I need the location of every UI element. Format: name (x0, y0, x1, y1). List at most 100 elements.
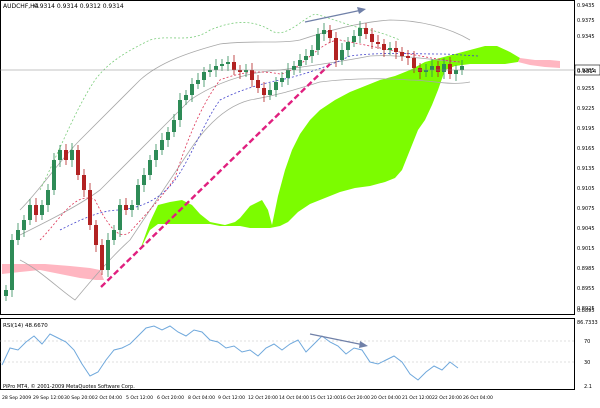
candle-body[interactable] (424, 70, 428, 72)
divergence-arrow-price[interactable] (304, 7, 366, 23)
candle-body[interactable] (16, 230, 20, 240)
candle-body[interactable] (208, 70, 212, 72)
price-label: 0.9255 (577, 86, 595, 92)
candle-body[interactable] (214, 66, 218, 70)
candle-body[interactable] (256, 80, 260, 88)
candle-body[interactable] (406, 56, 410, 58)
candle-body[interactable] (52, 160, 56, 190)
candle-body[interactable] (28, 205, 32, 220)
candle-body[interactable] (64, 150, 68, 160)
candle-body[interactable] (154, 150, 158, 160)
candle-body[interactable] (160, 140, 164, 150)
candle-body[interactable] (328, 30, 332, 38)
current-price-tag: 0.9314 (577, 69, 597, 75)
candle-body[interactable] (130, 205, 134, 210)
candle-body[interactable] (88, 190, 92, 225)
rsi-line[interactable] (1, 325, 459, 381)
candle-body[interactable] (460, 66, 464, 70)
rsi-panel[interactable] (0, 318, 575, 390)
candle-body[interactable] (100, 245, 104, 270)
candle-body[interactable] (322, 30, 326, 34)
candle-body[interactable] (346, 42, 350, 50)
candle-body[interactable] (232, 62, 236, 70)
price-axis-labels: 0.9435 0.9375 0.9345 0.9285 0.9255 0.9225 0.91… (577, 3, 595, 314)
candle-body[interactable] (412, 58, 416, 68)
candle-body[interactable] (94, 225, 98, 245)
candle-body[interactable] (46, 190, 50, 205)
support-trendline[interactable] (100, 63, 331, 288)
price-axis (575, 0, 600, 315)
candle-body[interactable] (430, 66, 434, 70)
main-panel[interactable] (0, 0, 575, 315)
candle-body[interactable] (202, 72, 206, 80)
candle-body[interactable] (316, 34, 320, 50)
candle-body[interactable] (286, 70, 290, 78)
price-label: 0.9165 (577, 146, 595, 152)
candle-body[interactable] (274, 82, 278, 90)
candle-body[interactable] (292, 66, 296, 70)
candle-body[interactable] (364, 28, 368, 34)
candle-body[interactable] (172, 120, 176, 132)
candle-body[interactable] (262, 88, 266, 95)
candle-body[interactable] (358, 28, 362, 36)
candle-body[interactable] (382, 44, 386, 50)
candle-body[interactable] (340, 50, 344, 60)
candle-body[interactable] (184, 95, 188, 100)
price-label: 0.9135 (577, 166, 595, 172)
candle-body[interactable] (370, 34, 374, 42)
candle-body[interactable] (394, 48, 398, 52)
candle-body[interactable] (436, 66, 440, 72)
divergence-arrow-rsi[interactable] (309, 333, 368, 348)
candle-body[interactable] (238, 70, 242, 72)
tenkan-sen-line (39, 39, 461, 241)
candle-body[interactable] (112, 230, 116, 240)
candlestick-series[interactable] (4, 21, 464, 301)
candle-body[interactable] (442, 64, 446, 72)
price-label: 0.9345 (577, 34, 595, 40)
candle-body[interactable] (220, 64, 224, 66)
time-label: 26 Oct 04:00 (463, 395, 493, 401)
candle-body[interactable] (4, 290, 8, 296)
candle-body[interactable] (352, 36, 356, 42)
candle-body[interactable] (124, 205, 128, 210)
candle-body[interactable] (268, 90, 272, 95)
candle-body[interactable] (226, 62, 230, 64)
time-label: 28 Sep 2009 (2, 395, 31, 401)
time-label: 29 Sep 12:00 (33, 395, 64, 401)
candle-body[interactable] (334, 38, 338, 60)
candle-body[interactable] (142, 175, 146, 185)
candle-body[interactable] (388, 48, 392, 50)
candle-body[interactable] (190, 84, 194, 95)
candle-body[interactable] (166, 132, 170, 140)
candle-body[interactable] (244, 70, 248, 72)
candle-body[interactable] (82, 175, 86, 190)
candle-body[interactable] (136, 185, 140, 205)
candle-body[interactable] (22, 220, 26, 230)
candle-body[interactable] (76, 150, 80, 175)
time-label: 16 Oct 20:00 (340, 395, 370, 401)
candle-body[interactable] (70, 150, 74, 160)
candle-body[interactable] (250, 70, 254, 80)
candle-body[interactable] (40, 205, 44, 215)
candle-body[interactable] (178, 100, 182, 120)
candle-body[interactable] (310, 50, 314, 56)
candle-body[interactable] (58, 150, 62, 160)
candle-body[interactable] (298, 60, 302, 66)
candle-body[interactable] (118, 205, 122, 230)
candle-body[interactable] (454, 70, 458, 74)
time-axis-labels: 28 Sep 2009 29 Sep 12:00 30 Sep 20:00 2 Oct… (2, 395, 493, 401)
candle-body[interactable] (400, 52, 404, 56)
candle-body[interactable] (34, 205, 38, 215)
candle-body[interactable] (304, 56, 308, 60)
candle-body[interactable] (376, 42, 380, 44)
candle-body[interactable] (448, 64, 452, 74)
candle-body[interactable] (10, 240, 14, 290)
candle-body[interactable] (148, 160, 152, 175)
current-price-tag-bg (574, 64, 600, 76)
candle-body[interactable] (106, 240, 110, 270)
candle-body[interactable] (196, 80, 200, 84)
candle-body[interactable] (280, 78, 284, 82)
time-label: 14 Oct 04:00 (279, 395, 309, 401)
